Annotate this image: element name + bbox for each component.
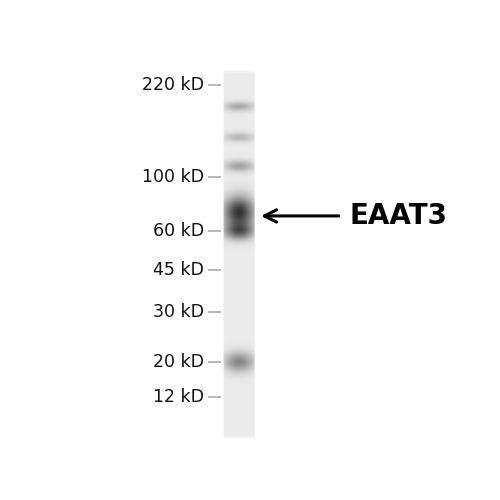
Text: 30 kD: 30 kD: [153, 303, 204, 321]
Text: 12 kD: 12 kD: [153, 388, 204, 406]
Text: 20 kD: 20 kD: [153, 353, 204, 371]
Text: 220 kD: 220 kD: [142, 76, 204, 94]
Text: EAAT3: EAAT3: [349, 202, 448, 230]
Text: 45 kD: 45 kD: [153, 261, 204, 279]
Text: 60 kD: 60 kD: [153, 222, 204, 240]
Text: 100 kD: 100 kD: [142, 168, 204, 186]
